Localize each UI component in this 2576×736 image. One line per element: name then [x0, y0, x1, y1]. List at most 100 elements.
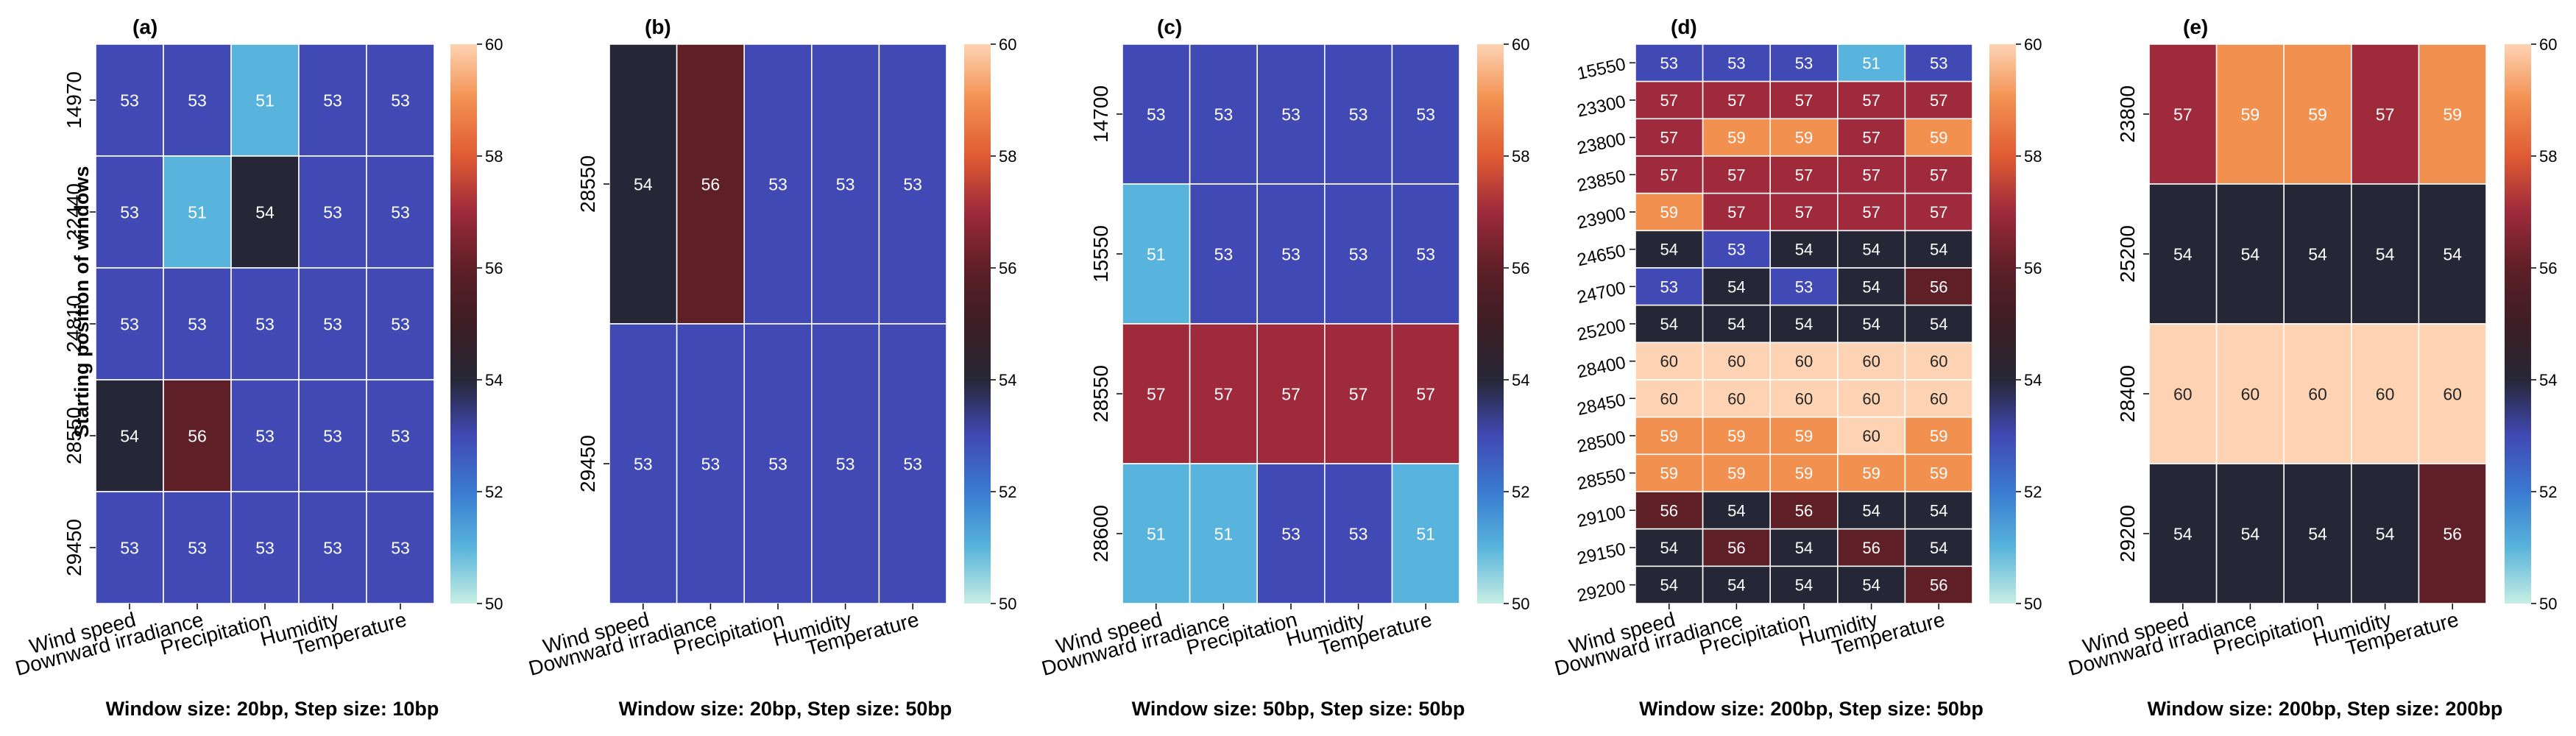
cell-value-label: 54: [2173, 524, 2193, 543]
y-tick-label: 28450: [1575, 390, 1627, 420]
cell-value-label: 51: [1416, 524, 1435, 543]
cell-value-label: 53: [1727, 54, 1745, 72]
heatmap-cell: [1837, 528, 1906, 567]
cell-value-label: 56: [1795, 501, 1813, 520]
cell-value-label: 53: [188, 91, 207, 110]
y-tick-label: 28550: [1089, 365, 1112, 422]
colorbar: [450, 44, 477, 604]
colorbar-tick-label: 50: [2539, 595, 2557, 613]
heatmap-cell: [366, 155, 435, 269]
heatmap-cell: [366, 267, 435, 381]
heatmap-cell: [1769, 528, 1839, 567]
heatmap-cell: [163, 267, 232, 381]
cell-value-label: 59: [1727, 129, 1745, 147]
colorbar: [964, 44, 991, 604]
cell-value-label: 54: [1930, 315, 1947, 333]
heatmap-cell: [2418, 323, 2487, 464]
panel-label: (c): [1157, 15, 1182, 38]
y-axis-title: Starting position of windows: [71, 166, 93, 438]
colorbar-tick-label: 52: [2539, 483, 2557, 501]
cell-value-label: 53: [1349, 244, 1368, 263]
heatmap-cell: [163, 155, 232, 269]
cell-value-label: 54: [1930, 539, 1947, 557]
heatmap-cell: [1837, 565, 1906, 604]
cell-value-label: 57: [1795, 166, 1813, 184]
cell-value-label: 60: [2308, 384, 2327, 403]
heatmap-cell: [1837, 118, 1906, 157]
cell-value-label: 59: [1660, 203, 1678, 222]
cell-value-label: 57: [1930, 203, 1947, 222]
cell-value-label: 54: [1795, 576, 1813, 595]
cell-value-label: 51: [255, 91, 275, 110]
heatmap-cell: [366, 491, 435, 604]
heatmap-cell: [163, 491, 232, 604]
y-tick-label: 28550: [1575, 464, 1627, 494]
cell-value-label: 57: [1416, 384, 1435, 403]
y-tick-label: 28550: [576, 155, 599, 213]
cell-value-label: 56: [188, 426, 207, 445]
heatmap-cell: [1904, 491, 1973, 530]
cell-value-label: 54: [2443, 244, 2462, 263]
colorbar-tick-label: 56: [1512, 259, 1529, 277]
heatmap-cell: [2351, 463, 2420, 604]
cell-value-label: 53: [391, 91, 410, 110]
x-axis-caption: Window size: 20bp, Step size: 10bp: [106, 698, 439, 720]
heatmap-cell: [1256, 463, 1326, 604]
heatmap-cell: [2418, 43, 2487, 185]
cell-value-label: 59: [2443, 105, 2462, 124]
heatmap-cell: [1702, 342, 1772, 381]
colorbar-tick-label: 56: [999, 259, 1016, 277]
heatmap-cell: [1837, 342, 1906, 381]
colorbar-tick-label: 60: [999, 35, 1016, 54]
x-axis-caption: Window size: 200bp, Step size: 200bp: [2148, 698, 2503, 720]
heatmap-cell: [1904, 192, 1973, 232]
heatmap-cell: [1635, 528, 1704, 567]
cell-value-label: 54: [1660, 539, 1678, 557]
heatmap-cell: [1769, 80, 1839, 120]
heatmap-cell: [95, 491, 164, 604]
panel-label: (b): [645, 15, 671, 38]
heatmap-panel-d: (d) 53 53 53 51 53 57 57 57 57 57 57 59 59 57 59 57 57 57 5…: [1552, 15, 2042, 720]
cell-value-label: 59: [1795, 129, 1813, 147]
heatmap-cell: [1837, 491, 1906, 530]
colorbar-tick-label: 50: [485, 595, 503, 613]
cell-value-label: 56: [1930, 277, 1947, 296]
cell-value-label: 54: [2308, 244, 2327, 263]
heatmap-cell: [1904, 80, 1973, 120]
colorbar-tick-label: 58: [485, 147, 503, 166]
panel-label: (a): [132, 15, 158, 38]
cell-value-label: 54: [1862, 315, 1880, 333]
cell-value-label: 57: [1727, 166, 1745, 184]
colorbar-tick-label: 50: [999, 595, 1016, 613]
cell-value-label: 54: [2241, 244, 2260, 263]
cell-value-label: 56: [1660, 501, 1678, 520]
heatmap-cell: [1769, 118, 1839, 157]
cell-value-label: 53: [255, 314, 275, 333]
cell-value-label: 57: [1930, 91, 1947, 110]
y-tick-label: 24700: [1575, 278, 1627, 308]
heatmap-cell: [298, 267, 367, 381]
cell-value-label: 57: [1862, 129, 1880, 147]
heatmap-cell: [2215, 463, 2285, 604]
colorbar: [2505, 44, 2531, 604]
heatmap-cell: [2148, 183, 2218, 325]
x-axis-caption: Window size: 50bp, Step size: 50bp: [1132, 698, 1465, 720]
cell-value-label: 57: [1862, 203, 1880, 222]
y-tick-label: 29150: [1575, 539, 1627, 568]
colorbar-tick-label: 58: [1512, 147, 1529, 166]
cell-value-label: 57: [1349, 384, 1368, 403]
y-tick-label: 25200: [2116, 225, 2139, 283]
x-axis-caption: Window size: 200bp, Step size: 50bp: [1639, 698, 1984, 720]
cell-value-label: 59: [1795, 464, 1813, 483]
cell-value-label: 54: [1660, 241, 1678, 259]
heatmap-cell: [1769, 230, 1839, 269]
colorbar-tick-label: 54: [1512, 371, 1529, 389]
heatmap-cell: [811, 323, 880, 604]
cell-value-label: 53: [1214, 244, 1234, 263]
cell-value-label: 53: [903, 454, 922, 473]
heatmap-cell: [1769, 155, 1839, 194]
cell-value-label: 54: [2308, 524, 2327, 543]
heatmap-cell: [1635, 118, 1704, 157]
cell-value-label: 53: [391, 426, 410, 445]
cell-value-label: 53: [120, 202, 139, 222]
